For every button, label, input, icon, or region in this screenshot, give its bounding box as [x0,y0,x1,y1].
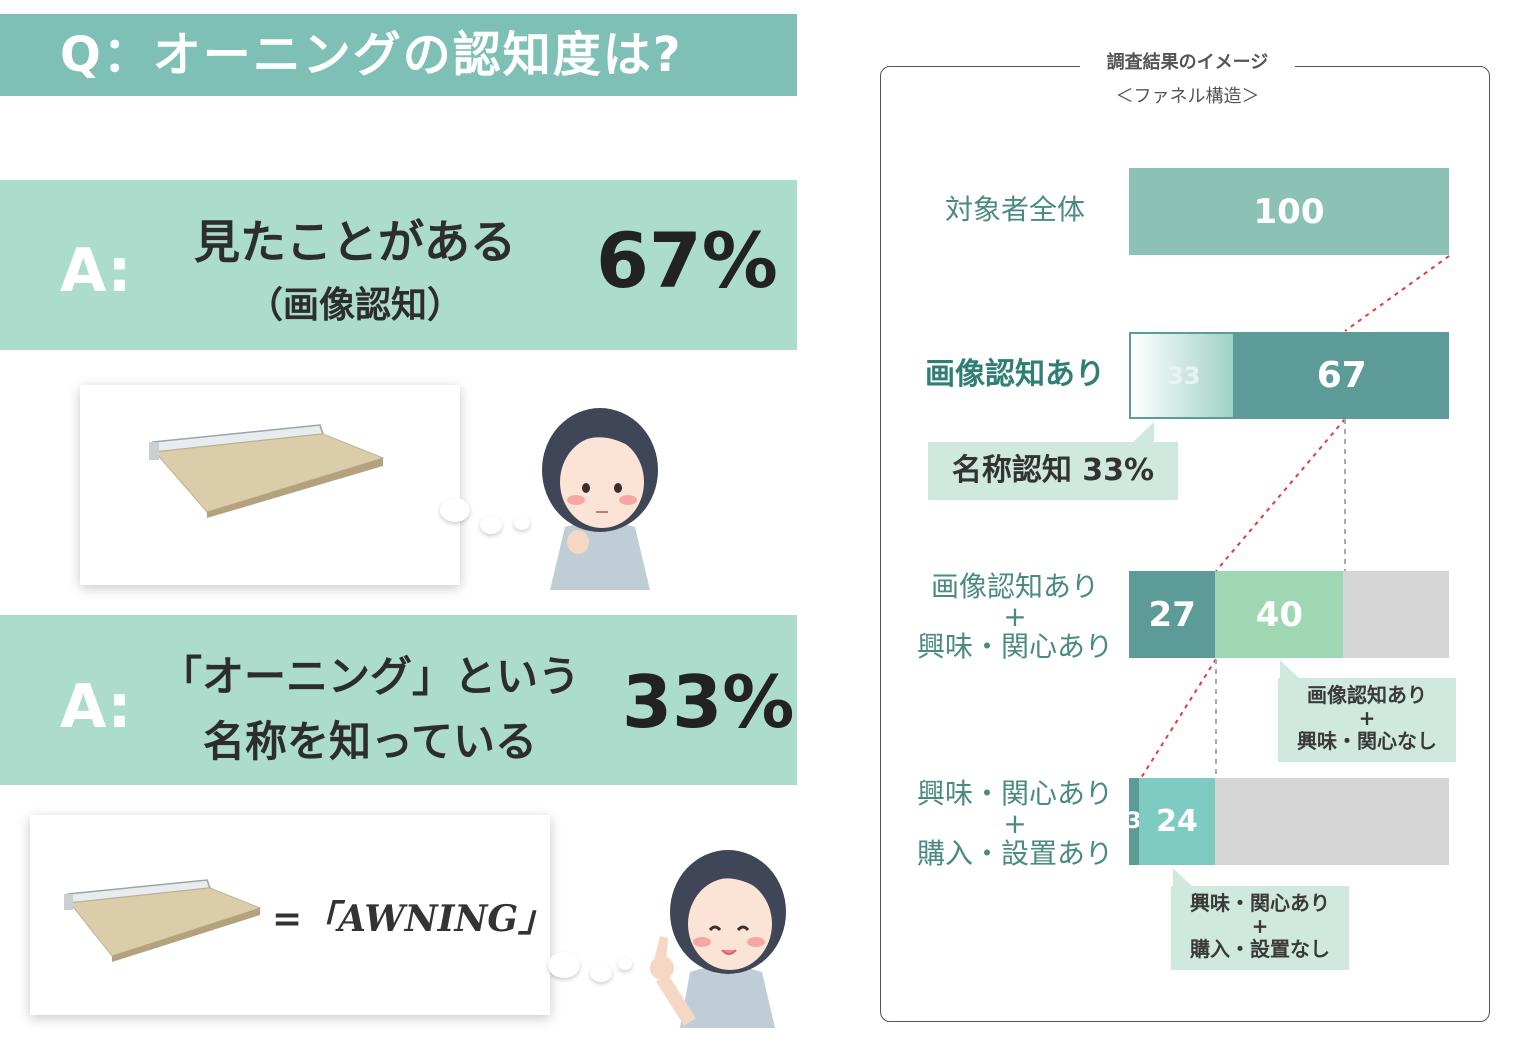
bar-value-label: 24 [1156,804,1198,839]
answer-text-2b: 名称を知っている [203,717,537,766]
thought-bubble-dot [590,964,612,982]
thought-bubble-dot [514,516,530,530]
answer-label-2: A: [60,672,132,742]
bar-value-label: 3 [1126,809,1142,834]
bar-value-label: 100 [1253,191,1325,232]
pointing-woman-illustration [650,850,786,1028]
answer-percent-2: 33% [622,660,795,744]
question-text: Q：オーニングの認知度は? [60,27,683,83]
funnel-line [1215,418,1346,572]
bar-value-label: 40 [1255,594,1304,635]
chart-title: 調査結果のイメージ [1080,48,1295,74]
answer-band-2 [0,615,797,785]
bar-segment: 67 [1234,332,1449,419]
bar-segment: 27 [1129,571,1216,658]
answer-text-2a: 「オーニング」という [159,652,580,701]
answer-text-1a: 見たことがある [194,215,516,269]
chart-subtitle: ＜ファネル構造＞ [1115,86,1260,107]
answer-text-1b: （画像認知） [246,285,463,326]
bar-value-label: 27 [1148,594,1196,635]
thought-bubble-dot [440,498,470,522]
callout-no-interest: 画像認知あり + 興味・関心なし [1278,678,1456,762]
bar-value-label: 67 [1316,355,1367,396]
callout-name-recognition: 名称認知 33% [928,442,1178,500]
funnel-line [1140,658,1217,779]
question-banner [0,14,797,96]
thought-bubble-dot [548,952,580,978]
row-label-2: 画像認知あり + 興味・関心あり [916,570,1113,663]
bar-value-label: 33 [1167,361,1201,390]
callout-pointer [1132,422,1154,443]
bar-segment: 100 [1129,168,1449,255]
row-label-1: 画像認知あり [925,357,1105,392]
thought-bubble-dot [618,958,632,970]
answer-label-1: A: [60,236,132,306]
answer-band-1 [0,180,797,350]
thought-bubble-dot [480,516,502,534]
row-label-3: 興味・関心あり + 購入・設置あり [916,777,1113,870]
callout-no-purchase: 興味・関心あり + 購入・設置なし [1171,886,1349,970]
funnel-line [1344,255,1450,332]
callout-pointer [1280,660,1302,681]
row-label-0: 対象者全体 [944,193,1085,226]
thinking-woman-illustration [542,408,658,590]
bar-segment: 33 [1129,332,1235,419]
awning-illustration-2 [64,879,262,962]
answer-percent-1: 67% [596,216,778,305]
callout-pointer [1173,868,1195,889]
bar-segment: 3 [1126,778,1142,865]
bar-segment: 40 [1215,571,1344,658]
awning-illustration-1 [149,424,385,518]
awning-equation: =「AWNING」 [272,898,555,940]
bar-segment: 24 [1138,778,1216,865]
